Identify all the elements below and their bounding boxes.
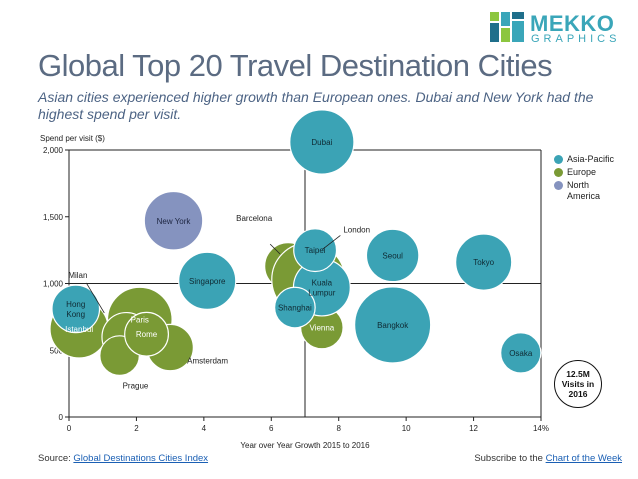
- bubble-dubai: [289, 109, 355, 175]
- chart-bubbles: [49, 109, 542, 376]
- source-prefix: Source:: [38, 453, 74, 464]
- callout-label-prague: Prague: [123, 382, 149, 391]
- callout-label-barcelona: Barcelona: [236, 214, 273, 223]
- bubble-new-york: [143, 190, 204, 251]
- bubble-label-tokyo: Tokyo: [473, 258, 494, 267]
- bubble-hong-kong: [51, 284, 101, 334]
- bubble-size-legend-text: 12.5M Visits in 2016: [561, 369, 595, 399]
- bubble-label-paris: Paris: [131, 316, 149, 325]
- y-tick-label: 500: [50, 346, 64, 355]
- bubble-seoul: [365, 228, 420, 283]
- mekko-logo-icon: [490, 12, 524, 42]
- bubble-size-legend: 12.5M Visits in 2016: [554, 360, 602, 408]
- bubble-label-seoul: Seoul: [382, 251, 403, 260]
- bubble-label-singapore: Singapore: [189, 277, 226, 286]
- bubble-taipei: [293, 228, 338, 273]
- y-tick-label: 0: [59, 413, 64, 422]
- legend-item-europe: Europe: [554, 167, 619, 178]
- logo-word-graphics: GRAPHICS: [531, 33, 621, 45]
- x-tick-label: 10: [402, 424, 411, 433]
- bubble-label-line: Dubai: [311, 138, 332, 147]
- subscribe-link[interactable]: Chart of the Week: [545, 453, 622, 464]
- bubble-label-line: Paris: [131, 316, 149, 325]
- x-tick-label: 2: [134, 424, 139, 433]
- bubble-label-line: Hong: [66, 300, 85, 309]
- bubble-label-istanbul: Istanbul: [65, 325, 93, 334]
- bubble-label-line: Rome: [136, 330, 158, 339]
- bubble-label-line: Seoul: [382, 251, 403, 260]
- x-tick-label: 8: [336, 424, 341, 433]
- bubble-bangkok: [354, 286, 432, 364]
- bubble-label-line: Vienna: [309, 324, 334, 333]
- y-tick-label: 1,500: [43, 213, 64, 222]
- x-tick-label: 4: [202, 424, 207, 433]
- callout-label-amsterdam: Amsterdam: [187, 357, 228, 366]
- bubble-label-line: Tokyo: [473, 258, 494, 267]
- bubble-singapore: [178, 251, 237, 310]
- callout-label-milan: Milan: [68, 271, 87, 280]
- chart-axes: 0 500 1,000 1,500 2,000 0 2 4 6 8 10 12 14% Spend per…: [40, 134, 549, 450]
- x-tick-label: 14%: [533, 424, 549, 433]
- callout-line-barcelona: [269, 243, 281, 255]
- subscribe-note: Subscribe to the Chart of the Week: [474, 453, 622, 464]
- y-tick-label: 1,000: [43, 280, 64, 289]
- bubble-label-line: Taipei: [305, 246, 326, 255]
- mekko-graphics-logo: MEKKO GRAPHICS: [490, 8, 630, 45]
- bubble-label-vienna: Vienna: [309, 324, 334, 333]
- bubble-label-taipei: Taipei: [305, 246, 326, 255]
- legend-swatch: [554, 168, 563, 177]
- x-tick-label: 6: [269, 424, 274, 433]
- x-tick-label: 12: [469, 424, 478, 433]
- legend-swatch: [554, 181, 563, 190]
- bubble-tokyo: [455, 233, 513, 291]
- bubble-label-osaka: Osaka: [509, 349, 533, 358]
- region-legend: Asia-Pacific Europe North America: [554, 154, 619, 204]
- y-tick-label: 2,000: [43, 146, 64, 155]
- bubble-label-line: Kong: [66, 310, 85, 319]
- bubble-osaka: [500, 332, 542, 374]
- y-axis-title: Spend per visit ($): [40, 134, 105, 143]
- legend-label: Europe: [567, 167, 597, 177]
- callout-line-london: [322, 235, 341, 250]
- callout-label-london: London: [343, 225, 370, 234]
- source-link[interactable]: Global Destinations Cities Index: [73, 453, 209, 464]
- bubble-label-line: Lumpur: [308, 289, 335, 298]
- bubble-label-shanghai: Shanghai: [278, 304, 312, 313]
- source-note: Source: Global Destinations Cities Index: [38, 453, 208, 464]
- bubble-label-bangkok: Bangkok: [377, 321, 409, 330]
- legend-swatch: [554, 155, 563, 164]
- x-axis-title: Year over Year Growth 2015 to 2016: [240, 441, 370, 450]
- bubble-label-new-york: New York: [157, 217, 192, 226]
- bubble-label-line: Istanbul: [65, 325, 93, 334]
- bubble-label-line: Bangkok: [377, 321, 409, 330]
- chart-title: Global Top 20 Travel Destination Cities: [38, 48, 553, 83]
- bubble-label-line: Shanghai: [278, 304, 312, 313]
- bubble-label-line: Kuala: [312, 279, 333, 288]
- legend-label: Asia-Pacific: [567, 154, 615, 164]
- bubble-label-kuala-lumpur: Kuala Lumpur: [308, 279, 335, 298]
- x-tick-label: 0: [67, 424, 72, 433]
- bubble-label-line: New York: [157, 217, 192, 226]
- legend-item-north-america: North America: [554, 180, 619, 202]
- bubble-label-line: Osaka: [509, 349, 533, 358]
- bubble-label-rome: Rome: [136, 330, 158, 339]
- bubble-rome: [124, 311, 169, 357]
- bubble-shanghai: [274, 286, 316, 329]
- logo-word-mekko: MEKKO: [530, 11, 615, 36]
- bubble-label-dubai: Dubai: [311, 138, 332, 147]
- chart-labels: Istanbul Paris Milan Amsterdam Prague Rome Hon…: [65, 138, 533, 391]
- bubble-label-line: Singapore: [189, 277, 226, 286]
- legend-item-asia-pacific: Asia-Pacific: [554, 154, 619, 165]
- callout-line-milan: [85, 282, 105, 314]
- legend-label: North America: [567, 180, 601, 201]
- subscribe-prefix: Subscribe to the: [474, 453, 546, 464]
- bubble-label-hong-kong: Hong Kong: [66, 300, 85, 319]
- chart-subtitle: Asian cities experienced higher growth t…: [38, 89, 594, 122]
